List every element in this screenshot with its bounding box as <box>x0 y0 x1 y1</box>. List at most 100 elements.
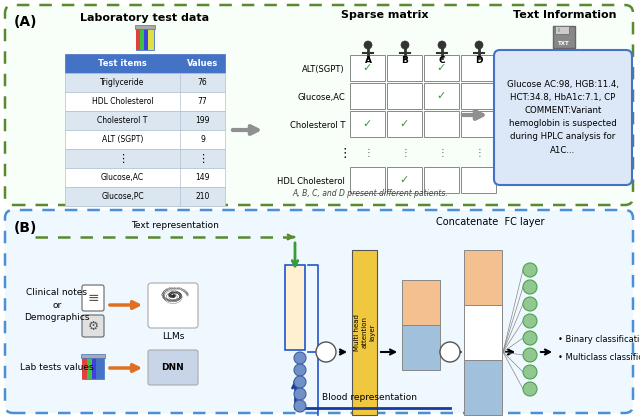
Text: (A): (A) <box>14 15 38 29</box>
Bar <box>65 111 225 130</box>
Bar <box>350 83 385 109</box>
Text: Sparse matrix: Sparse matrix <box>341 10 429 20</box>
Text: ⚙: ⚙ <box>88 320 99 333</box>
Text: Text representation: Text representation <box>131 221 219 230</box>
Text: D: D <box>476 55 483 65</box>
Bar <box>464 305 502 360</box>
Circle shape <box>523 331 537 345</box>
Bar <box>65 187 225 206</box>
Bar <box>350 55 385 81</box>
Bar <box>65 73 225 92</box>
Text: Test items: Test items <box>98 59 147 68</box>
Bar <box>387 55 422 81</box>
Bar <box>136 28 154 50</box>
Text: Lab tests values: Lab tests values <box>20 364 94 372</box>
Bar <box>387 83 422 109</box>
Text: A: A <box>365 55 371 65</box>
Bar <box>148 28 154 50</box>
Text: ✓: ✓ <box>363 119 372 129</box>
Circle shape <box>364 41 372 49</box>
Text: +: + <box>445 346 455 359</box>
Bar <box>352 250 377 415</box>
Bar <box>424 111 459 137</box>
Bar <box>424 167 459 193</box>
Text: C: C <box>438 55 445 65</box>
Text: ALT(SGPT): ALT(SGPT) <box>302 65 345 73</box>
Text: Cholesterol T: Cholesterol T <box>290 121 345 129</box>
Bar <box>464 360 502 415</box>
Circle shape <box>523 314 537 328</box>
FancyBboxPatch shape <box>494 50 632 185</box>
Bar <box>92 357 96 379</box>
Text: 199: 199 <box>195 116 210 125</box>
Bar <box>144 28 148 50</box>
Text: HDL Cholesterol: HDL Cholesterol <box>92 97 154 106</box>
Bar <box>424 55 459 81</box>
Bar <box>285 265 305 350</box>
Bar <box>558 28 560 32</box>
Bar <box>402 280 440 325</box>
Bar <box>82 357 87 379</box>
Circle shape <box>475 41 483 49</box>
Text: 149: 149 <box>195 173 210 182</box>
Bar <box>135 25 155 29</box>
Text: ⋮: ⋮ <box>401 148 410 158</box>
Circle shape <box>523 297 537 311</box>
Bar <box>65 168 225 187</box>
FancyBboxPatch shape <box>148 350 198 385</box>
Text: • Binary classification: • Binary classification <box>558 336 640 344</box>
Text: 76: 76 <box>198 78 207 87</box>
Text: ✓: ✓ <box>400 119 409 129</box>
Text: 9: 9 <box>200 135 205 144</box>
Circle shape <box>440 342 460 362</box>
Bar <box>350 167 385 193</box>
Text: B: B <box>401 55 408 65</box>
Bar <box>553 26 575 48</box>
Text: HDL Cholesterol: HDL Cholesterol <box>277 176 345 186</box>
Bar <box>464 250 502 305</box>
Bar <box>65 92 225 111</box>
Bar <box>140 28 144 50</box>
FancyBboxPatch shape <box>148 283 198 328</box>
Text: Clinical notes
or
Demographics: Clinical notes or Demographics <box>24 288 90 322</box>
Text: 210: 210 <box>195 192 210 201</box>
Bar <box>402 325 440 370</box>
Text: ⋮: ⋮ <box>364 148 373 158</box>
Text: ⋮: ⋮ <box>197 153 208 163</box>
Circle shape <box>401 41 409 49</box>
Text: DNN: DNN <box>162 362 184 372</box>
Bar <box>65 54 225 73</box>
Bar <box>424 83 459 109</box>
Bar <box>555 26 569 34</box>
Text: ✓: ✓ <box>437 91 446 101</box>
Circle shape <box>294 376 306 388</box>
Text: +: + <box>321 346 332 359</box>
Text: ⋮: ⋮ <box>117 153 128 163</box>
Text: ⋮: ⋮ <box>438 148 447 158</box>
Text: Glucose,PC: Glucose,PC <box>101 192 144 201</box>
FancyBboxPatch shape <box>82 315 104 337</box>
Bar <box>350 111 385 137</box>
Circle shape <box>438 41 446 49</box>
FancyBboxPatch shape <box>5 5 633 205</box>
Text: • Multiclass classification: • Multiclass classification <box>558 354 640 362</box>
Circle shape <box>294 388 306 400</box>
Text: A, B, C, and D present different patients.: A, B, C, and D present different patient… <box>292 189 448 197</box>
Bar <box>87 357 92 379</box>
Bar <box>461 111 496 137</box>
Text: Blood representation: Blood representation <box>323 393 417 403</box>
Circle shape <box>316 342 336 362</box>
Bar <box>65 149 225 168</box>
Text: ⋮: ⋮ <box>339 147 351 160</box>
Text: LLMs: LLMs <box>162 332 184 341</box>
Text: ⋮: ⋮ <box>475 148 484 158</box>
Text: Multi head
attention
layer: Multi head attention layer <box>354 314 375 351</box>
Bar <box>461 83 496 109</box>
Text: Concatenate  FC layer: Concatenate FC layer <box>436 217 544 227</box>
Text: Glucose AC:98, HGB:11.4,
HCT:34.8, HbA1c:7.1, CP
COMMENT:Variant
hemoglobin is s: Glucose AC:98, HGB:11.4, HCT:34.8, HbA1c… <box>507 80 619 155</box>
Text: Text Information: Text Information <box>513 10 617 20</box>
Bar <box>82 357 104 379</box>
Text: Glucose,AC: Glucose,AC <box>297 93 345 101</box>
Circle shape <box>294 364 306 376</box>
Text: (B): (B) <box>14 221 37 235</box>
